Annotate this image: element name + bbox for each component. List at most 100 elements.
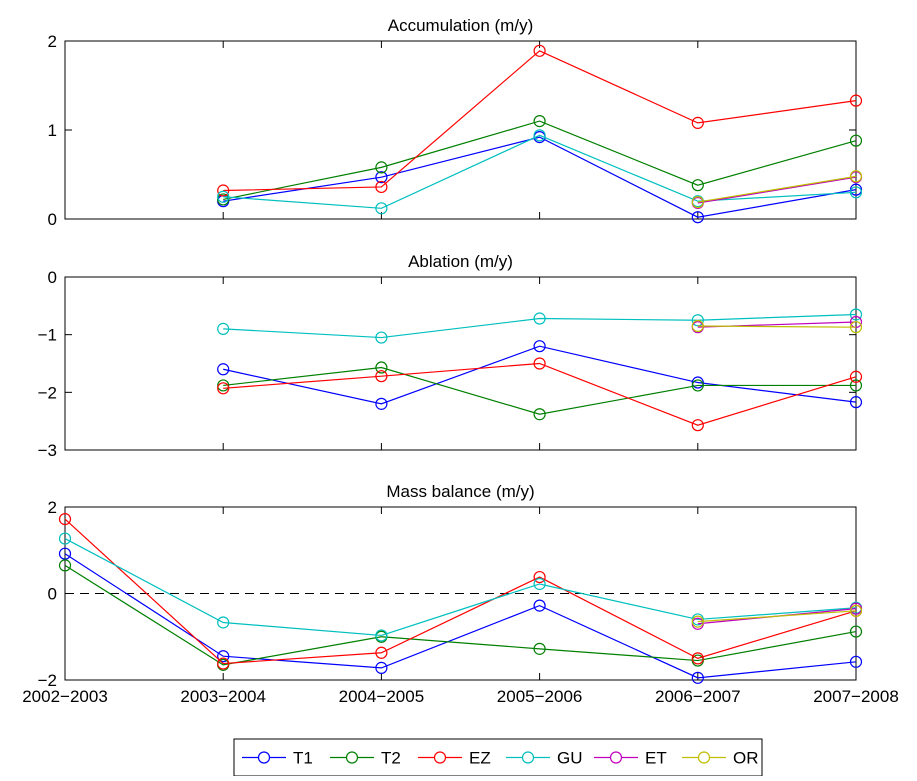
legend-item-et: ET bbox=[594, 749, 667, 768]
ablation-m-y-point-t2-2006-2007 bbox=[691, 379, 704, 392]
mass-balance-m-y-point-t1-2002-2003 bbox=[58, 547, 72, 560]
mass-balance-m-y-line-t2 bbox=[64, 564, 857, 666]
ablation-m-y-line-ez bbox=[223, 362, 857, 426]
legend-marker-ez bbox=[433, 751, 447, 764]
accumulation-m-y-ytick-label: 2 bbox=[48, 32, 57, 51]
xtick-label-2005-2006: 2005−2006 bbox=[497, 687, 583, 706]
ablation-m-y-point-ez-2004-2005 bbox=[375, 370, 388, 383]
ablation-m-y-point-gu-2004-2005 bbox=[375, 331, 388, 344]
ablation-m-y-point-et-2007-2008 bbox=[849, 315, 863, 329]
ablation-m-y-line-gu bbox=[223, 313, 857, 339]
legend: T1 T2 EZ GU ET OR bbox=[233, 738, 763, 777]
accumulation-m-y-point-t1-2007-2008 bbox=[849, 183, 863, 196]
ablation-m-y-point-t2-2005-2006 bbox=[533, 408, 546, 421]
legend-label-et: ET bbox=[645, 749, 667, 768]
accumulation-m-y-point-gu-2005-2006 bbox=[533, 129, 546, 142]
accumulation-m-y-point-t2-2004-2005 bbox=[375, 161, 388, 174]
accumulation-m-y-ytick-label: 0 bbox=[48, 210, 57, 229]
accumulation-m-y-line-gu bbox=[223, 134, 857, 209]
ablation-m-y-series-ez bbox=[217, 357, 863, 432]
ablation-m-y-point-t2-2007-2008 bbox=[849, 379, 863, 392]
mass-balance-m-y-point-ez-2002-2003 bbox=[58, 513, 72, 526]
ablation-m-y-point-gu-2006-2007 bbox=[691, 314, 704, 327]
mass-balance-m-y-ytick-label: 2 bbox=[48, 498, 57, 517]
xtick-label-2007-2008: 2007−2008 bbox=[813, 687, 899, 706]
accumulation-m-y-point-gu-2003-2004 bbox=[217, 190, 230, 203]
ablation-m-y-line-t2 bbox=[223, 366, 856, 415]
ablation-m-y-point-t1-2006-2007 bbox=[691, 376, 704, 389]
mass-balance-m-y-point-t1-2005-2006 bbox=[533, 599, 546, 612]
panel-mass-balance-m-y: Mass balance (m/y) −2 0 2 2002−2003 2003−2004… bbox=[22, 482, 899, 706]
ablation-m-y-point-or-2007-2008 bbox=[849, 321, 863, 334]
accumulation-m-y-point-ez-2005-2006 bbox=[533, 44, 546, 57]
mass-balance-m-y-series-gu bbox=[58, 532, 863, 642]
legend-marker-t1 bbox=[257, 751, 271, 764]
accumulation-m-y-point-t1-2004-2005 bbox=[375, 171, 388, 184]
accumulation-m-y-line-ez bbox=[223, 50, 857, 192]
legend-label-or: OR bbox=[733, 749, 759, 768]
legend-marker-et bbox=[609, 751, 623, 764]
mass-balance-m-y-point-or-2006-2007 bbox=[691, 615, 704, 628]
accumulation-m-y-series-ez bbox=[217, 44, 863, 197]
mass-balance-m-y-ytick-label: 0 bbox=[48, 585, 57, 604]
mass-balance-m-y-point-ez-2006-2007 bbox=[691, 652, 704, 665]
legend-item-t1: T1 bbox=[242, 749, 313, 768]
ablation-m-y-line-or bbox=[697, 325, 857, 328]
ablation-m-y-ytick-label: −2 bbox=[38, 383, 57, 402]
legend-item-ez: EZ bbox=[418, 749, 491, 768]
ablation-m-y-point-t1-2005-2006 bbox=[533, 340, 546, 353]
ablation-m-y-point-t1-2007-2008 bbox=[849, 396, 863, 409]
accumulation-m-y-series-gu bbox=[217, 129, 863, 215]
accumulation-m-y-point-t2-2003-2004 bbox=[217, 193, 230, 206]
accumulation-m-y-point-ez-2004-2005 bbox=[375, 180, 388, 194]
ablation-m-y-point-or-2006-2007 bbox=[691, 319, 704, 333]
accumulation-m-y-series-t2 bbox=[217, 114, 863, 206]
mass-balance-m-y-point-t2-2002-2003 bbox=[58, 559, 72, 572]
legend-label-t2: T2 bbox=[381, 749, 401, 768]
ablation-m-y-series-or bbox=[691, 319, 863, 334]
ablation-m-y-point-t2-2004-2005 bbox=[375, 361, 388, 374]
mass-balance-m-y-point-t2-2005-2006 bbox=[533, 642, 546, 655]
ablation-m-y-series-t2 bbox=[217, 361, 863, 421]
accumulation-m-y-line-or bbox=[697, 175, 857, 203]
accumulation-m-y-point-or-2006-2007 bbox=[691, 195, 704, 209]
mass-balance-m-y-ytick-label: −2 bbox=[38, 671, 57, 690]
mass-balance-m-y-point-or-2007-2008 bbox=[849, 604, 863, 617]
accumulation-m-y-point-ez-2007-2008 bbox=[849, 94, 863, 107]
mass-balance-m-y-line-ez bbox=[64, 518, 857, 665]
ablation-m-y-point-gu-2007-2008 bbox=[849, 308, 863, 321]
accumulation-m-y-point-gu-2004-2005 bbox=[375, 202, 388, 215]
ablation-m-y-point-t1-2003-2004 bbox=[217, 363, 230, 376]
accumulation-m-y-point-gu-2007-2008 bbox=[849, 186, 863, 199]
xtick-label-2004-2005: 2004−2005 bbox=[339, 687, 425, 706]
legend-item-or: OR bbox=[682, 749, 759, 768]
legend-marker-or bbox=[697, 751, 711, 764]
mass-balance-m-y-point-gu-2002-2003 bbox=[58, 532, 72, 545]
mass-balance-m-y-point-ez-2004-2005 bbox=[375, 646, 388, 659]
accumulation-m-y-point-t2-2005-2006 bbox=[533, 114, 546, 128]
ablation-m-y-point-ez-2006-2007 bbox=[691, 419, 704, 432]
panel-ablation-m-y: Ablation (m/y) −3 −2 −1 0 bbox=[38, 252, 863, 460]
ablation-m-y-ytick-label: 0 bbox=[48, 268, 57, 287]
legend-item-gu: GU bbox=[506, 749, 583, 768]
accumulation-m-y-title: Accumulation (m/y) bbox=[388, 16, 533, 35]
legend-label-ez: EZ bbox=[469, 749, 491, 768]
xtick-label-2002-2003: 2002−2003 bbox=[22, 687, 108, 706]
accumulation-m-y-point-t2-2006-2007 bbox=[691, 179, 704, 192]
legend-label-t1: T1 bbox=[293, 749, 313, 768]
accumulation-m-y-ytick-label: 1 bbox=[48, 121, 57, 140]
ablation-m-y-point-t1-2004-2005 bbox=[375, 397, 388, 410]
accumulation-m-y-point-or-2007-2008 bbox=[849, 170, 863, 183]
accumulation-m-y-line-t2 bbox=[223, 120, 857, 201]
accumulation-m-y-point-ez-2003-2004 bbox=[217, 184, 230, 197]
ablation-m-y-point-t2-2003-2004 bbox=[217, 379, 230, 392]
accumulation-m-y-point-t2-2007-2008 bbox=[849, 134, 863, 147]
accumulation-m-y-point-ez-2006-2007 bbox=[691, 116, 704, 129]
ablation-m-y-series-gu bbox=[217, 308, 863, 344]
accumulation-m-y-point-t1-2006-2007 bbox=[691, 211, 704, 224]
mass-balance-m-y-point-t1-2003-2004 bbox=[217, 650, 230, 663]
accumulation-m-y-axes-box bbox=[64, 40, 857, 220]
ablation-m-y-title: Ablation (m/y) bbox=[408, 252, 513, 271]
